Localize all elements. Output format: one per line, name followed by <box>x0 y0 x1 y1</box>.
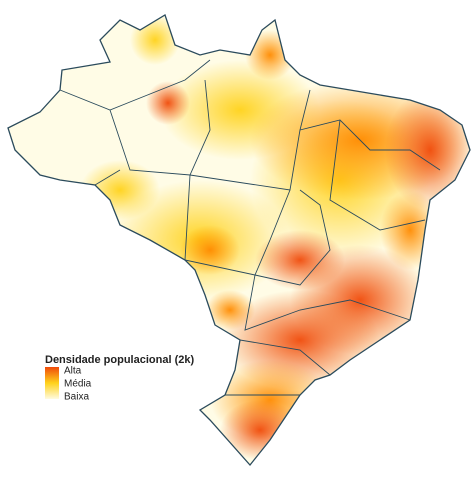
state-borders <box>59 59 441 396</box>
legend-label: Média <box>64 379 92 390</box>
legend-title: Densidade populacional (2k) <box>45 354 194 366</box>
legend-label: Alta <box>64 366 82 377</box>
legend-gradient <box>45 367 59 399</box>
legend-label: Baixa <box>64 392 89 403</box>
